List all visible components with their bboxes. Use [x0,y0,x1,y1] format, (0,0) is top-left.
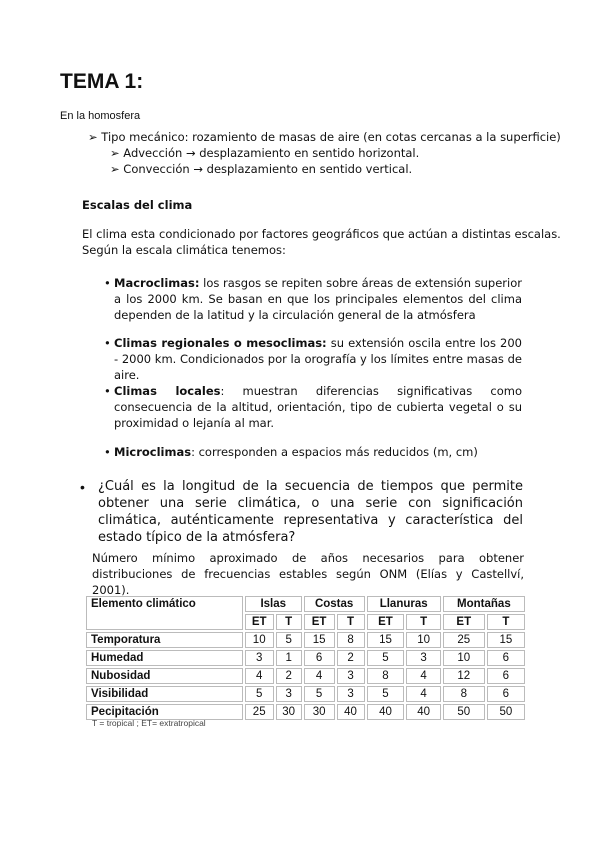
table-cell: 30 [275,704,302,720]
table-cell: 30 [303,704,335,720]
table-row: Visibilidad 5 3 5 3 5 4 8 6 [86,686,525,702]
table-cell: 4 [244,668,274,684]
table-cell: 10 [406,632,441,648]
bullet-icon: • [104,276,111,290]
scale-description: los rasgos se repiten sobre áreas de ext… [114,276,522,322]
table-cell: 5 [275,632,302,648]
bullet-icon: • [104,336,111,350]
page-title: TEMA 1: [60,70,144,93]
table-cell: 3 [244,650,274,666]
scale-term: Climas regionales o mesoclimas: [114,336,327,350]
table-row: Temporatura 10 5 15 8 15 10 25 15 [86,632,525,648]
table-cell: 8 [442,686,485,702]
sub-item: ➢ Convección → desplazamiento en sentido… [110,162,413,176]
table-cell: 5 [366,650,405,666]
table-cell: 6 [303,650,335,666]
table-row: Nubosidad 4 2 4 3 8 4 12 6 [86,668,525,684]
row-label: Visibilidad [86,686,243,702]
scale-term: Microclimas [114,445,192,459]
sub-header: ET [442,614,485,630]
sub-header: T [336,614,365,630]
paragraph-line: El clima esta condicionado por factores … [82,227,561,241]
table-cell: 15 [366,632,405,648]
sub-header: T [275,614,302,630]
table-cell: 6 [486,686,525,702]
table-cell: 40 [406,704,441,720]
scale-term: Macroclimas: [114,276,200,290]
scale-description: : muestran diferencias significativas co… [114,384,523,430]
table-cell: 5 [244,686,274,702]
table-cell: 8 [366,668,405,684]
sub-item: ➢ Advección → desplazamiento en sentido … [110,146,420,160]
scale-description: su extensión oscila entre los 200 - 2000… [114,336,522,382]
table-cell: 3 [336,686,365,702]
table-cell: 2 [336,650,365,666]
bullet-icon: • [104,384,111,398]
table-cell: 10 [442,650,485,666]
question-text: ¿Cuál es la longitud de la secuencia de … [98,479,523,545]
corner-header: Elemento climático [86,596,243,630]
scale-description: : corresponden a espacios más reducidos … [191,445,478,459]
sub-header: ET [303,614,335,630]
table-caption: Número mínimo aproximado de años necesar… [92,551,524,597]
scale-term: Climas locales [114,384,221,398]
table-cell: 15 [486,632,525,648]
group-header: Costas [303,596,365,612]
table-cell: 3 [275,686,302,702]
table-cell: 2 [275,668,302,684]
scale-item: Microclimas: corresponden a espacios más… [114,444,522,460]
data-table: Elemento climático Islas Costas Llanuras Mon… [84,594,527,722]
row-label: Nubosidad [86,668,243,684]
table-row: Humedad 3 1 6 2 5 3 10 6 [86,650,525,666]
table-cell: 4 [303,668,335,684]
table-cell: 40 [366,704,405,720]
section-heading: Escalas del clima [82,198,193,212]
table-cell: 5 [303,686,335,702]
paragraph-line: Según la escala climática tenemos: [82,243,286,257]
table-cell: 15 [303,632,335,648]
row-label: Pecipitación [86,704,243,720]
row-label: Humedad [86,650,243,666]
table-cell: 4 [406,668,441,684]
table-cell: 6 [486,668,525,684]
table-cell: 50 [486,704,525,720]
sub-header: ET [366,614,405,630]
scale-item: Climas regionales o mesoclimas: su exten… [114,335,522,383]
scale-item: Macroclimas: los rasgos se repiten sobre… [114,275,522,323]
table-cell: 6 [486,650,525,666]
bullet-icon: • [104,445,111,459]
table-cell: 50 [442,704,485,720]
intro-text: En la homosfera [60,110,141,122]
table-row: Pecipitación 25 30 30 40 40 40 50 50 [86,704,525,720]
table-cell: 3 [406,650,441,666]
table-cell: 25 [442,632,485,648]
table-cell: 5 [366,686,405,702]
table-cell: 1 [275,650,302,666]
sub-header: ET [244,614,274,630]
table-cell: 8 [336,632,365,648]
tipo-mecanico: ➢ Tipo mecánico: rozamiento de masas de … [88,130,561,144]
table-cell: 40 [336,704,365,720]
table-cell: 3 [336,668,365,684]
row-label: Temporatura [86,632,243,648]
table-cell: 10 [244,632,274,648]
sub-header: T [406,614,441,630]
group-header: Llanuras [366,596,441,612]
scale-item: Climas locales: muestran diferencias sig… [114,383,522,431]
group-header: Montañas [442,596,525,612]
sub-header: T [486,614,525,630]
footnote: T = tropical ; ET= extratropical [92,718,206,728]
table-cell: 25 [244,704,274,720]
table-cell: 12 [442,668,485,684]
bullet-icon: • [80,479,85,495]
table-cell: 4 [406,686,441,702]
group-header: Islas [244,596,302,612]
